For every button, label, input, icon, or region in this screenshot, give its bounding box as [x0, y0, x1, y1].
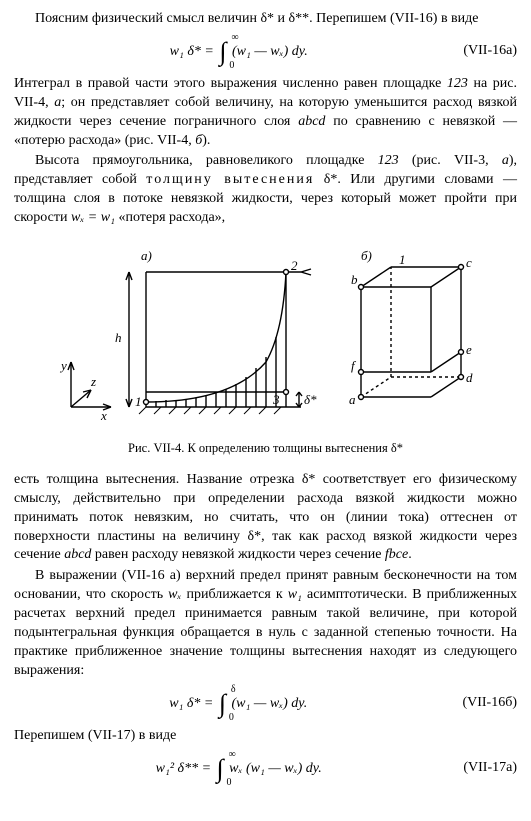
eq1-number: (VII-16а) [463, 42, 517, 61]
figure-svg: а) h [51, 242, 481, 432]
p3b: (рис. VII-3, [399, 153, 502, 168]
paragraph-6: Перепишем (VII-17) в виде [14, 727, 517, 746]
p4b: равен расходу невязкой жидкости через се… [91, 547, 385, 562]
p3-123: 123 [378, 153, 399, 168]
eq3-number: (VII-17а) [463, 759, 517, 778]
eq2-integrand: (w₁ — wₓ) dy. [232, 696, 308, 711]
fig-n1: 1 [135, 394, 142, 409]
p3a: Высота прямоугольника, равновеликого пло… [35, 153, 378, 168]
integral-sign-3: ∫ ∞ 0 [217, 756, 224, 782]
fig-e-lbl: e [466, 342, 472, 357]
p4-fbce: fbce [385, 547, 408, 562]
p5-wx: wₓ [168, 587, 181, 602]
integral-sign-2: ∫ δ 0 [219, 691, 226, 717]
paragraph-2: Интеграл в правой части этого выражения … [14, 75, 517, 151]
paragraph-4: есть толщина вытеснения. Название отрезк… [14, 471, 517, 565]
eq1-integrand: (w₁ — wₓ) dy. [232, 44, 308, 59]
paragraph-intro: Поясним физический смысл величин δ* и δ*… [14, 10, 517, 29]
eq3-upper: ∞ [229, 750, 236, 760]
figure-vii-4: а) h [14, 242, 517, 432]
eq3-lhs: w₁² δ** = [156, 761, 211, 776]
fig-delta: δ* [304, 392, 317, 407]
p2e: ). [202, 133, 210, 148]
eq1-lhs: w₁ δ* = [170, 44, 214, 59]
integral-sign: ∫ ∞ 0 [219, 39, 226, 65]
p3e: «потеря расхода», [115, 210, 225, 225]
p2-abcd: abcd [298, 114, 325, 129]
fig-top1: 1 [399, 252, 406, 267]
fig-x: x [100, 408, 107, 423]
figure-caption: Рис. VII-4. К определению толщины вытесн… [14, 440, 517, 457]
fig-label-b: б) [361, 248, 372, 263]
p2a: Интеграл в правой части этого выражения … [14, 76, 447, 91]
p5b: приближается к [181, 587, 287, 602]
p5-w1: w₁ [288, 587, 302, 602]
fig-n3: 3 [272, 392, 280, 407]
eq3-integrand: wₓ (w₁ — wₓ) dy. [229, 761, 322, 776]
fig-a-lbl: a [349, 392, 356, 407]
fig-d-lbl: d [466, 370, 473, 385]
equation-vii-16a: w₁ δ* = ∫ ∞ 0 (w₁ — wₓ) dy. (VII-16а) [14, 39, 517, 65]
eq2-upper: δ [231, 685, 236, 695]
eq2-lhs: w₁ δ* = [169, 696, 213, 711]
fig-z: z [90, 374, 96, 389]
p2-123: 123 [447, 76, 468, 91]
fig-label-a: а) [141, 248, 152, 263]
paragraph-5: В выражении (VII-16 а) верхний предел пр… [14, 567, 517, 680]
eq1-upper: ∞ [231, 33, 238, 43]
p4-abcd: abcd [64, 547, 91, 562]
eq3-lower: 0 [227, 778, 232, 788]
p4c: . [408, 547, 412, 562]
eq1-lower: 0 [229, 61, 234, 71]
fig-h: h [115, 330, 122, 345]
eq2-number: (VII-16б) [462, 694, 517, 713]
equation-vii-17a: w₁² δ** = ∫ ∞ 0 wₓ (w₁ — wₓ) dy. (VII-17… [14, 756, 517, 782]
fig-y: y [59, 358, 67, 373]
paragraph-3: Высота прямоугольника, равновеликого пло… [14, 152, 517, 228]
fig-b-lbl: b [351, 272, 358, 287]
p3-wx: wₓ = w₁ [71, 210, 115, 225]
p3-a: a [502, 153, 509, 168]
eq2-lower: 0 [229, 713, 234, 723]
equation-vii-16b: w₁ δ* = ∫ δ 0 (w₁ — wₓ) dy. (VII-16б) [14, 691, 517, 717]
p3-thickness: толщину вытеснения [146, 172, 314, 187]
fig-c-lbl: c [466, 255, 472, 270]
fig-n2: 2 [291, 258, 298, 273]
fig-f-lbl: f [351, 358, 357, 373]
